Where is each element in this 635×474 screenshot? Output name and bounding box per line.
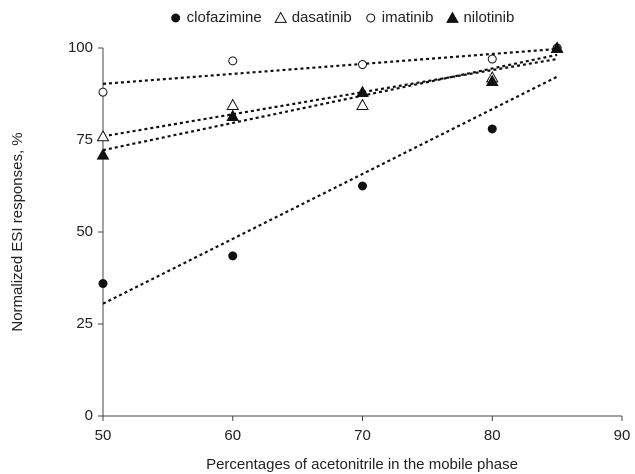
legend-marker bbox=[366, 13, 376, 23]
trendline bbox=[102, 57, 558, 138]
point bbox=[487, 54, 497, 64]
point bbox=[550, 41, 564, 53]
point bbox=[228, 251, 238, 261]
point bbox=[228, 56, 238, 66]
legend-marker bbox=[171, 13, 181, 23]
trendline bbox=[102, 47, 558, 85]
x-axis-label: Percentages of acetonitrile in the mobil… bbox=[206, 456, 518, 473]
point bbox=[358, 60, 367, 70]
legend-label: dasatinib bbox=[292, 9, 352, 26]
point bbox=[356, 98, 369, 110]
point bbox=[96, 129, 110, 142]
y-tick-label: 75 bbox=[76, 131, 93, 148]
point bbox=[98, 279, 108, 289]
point bbox=[485, 74, 499, 87]
point bbox=[96, 148, 110, 160]
point bbox=[98, 87, 108, 97]
legend-marker bbox=[446, 11, 459, 23]
point bbox=[356, 85, 369, 98]
legend-label: imatinib bbox=[382, 9, 434, 26]
y-axis-label: Normalized ESI responses, % bbox=[9, 132, 26, 331]
x-tick-label: 60 bbox=[224, 427, 241, 444]
y-tick-label: 25 bbox=[76, 315, 93, 332]
point bbox=[226, 109, 240, 121]
trendline bbox=[102, 53, 558, 152]
point bbox=[358, 181, 367, 191]
x-tick-label: 70 bbox=[354, 427, 371, 444]
y-tick-label: 100 bbox=[68, 39, 93, 56]
legend-label: clofazimine bbox=[187, 9, 262, 26]
legend: clofazimine dasatinib imatinib nilotinib bbox=[171, 9, 514, 26]
legend-marker bbox=[274, 11, 288, 23]
trendline bbox=[102, 75, 558, 305]
legend-label: nilotinib bbox=[463, 9, 514, 26]
x-tick-label: 80 bbox=[484, 427, 501, 444]
point bbox=[226, 98, 240, 110]
y-tick-label: 0 bbox=[85, 407, 93, 424]
point bbox=[487, 124, 497, 134]
x-tick-label: 50 bbox=[95, 427, 112, 444]
x-tick-label: 90 bbox=[614, 427, 631, 444]
y-tick-label: 50 bbox=[76, 223, 93, 240]
